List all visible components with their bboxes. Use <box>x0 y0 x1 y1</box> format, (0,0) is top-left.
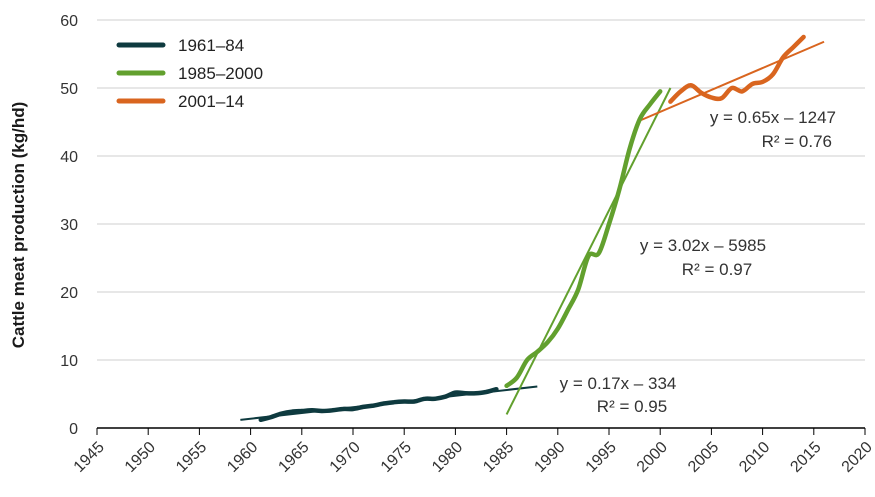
x-tick-label: 2015 <box>787 439 824 476</box>
grid-layer <box>97 19 865 361</box>
x-tick-label: 1945 <box>71 439 108 476</box>
x-tick-label: 2020 <box>839 439 875 476</box>
x-tick-label: 1955 <box>173 439 210 476</box>
y-tick-label: 40 <box>60 149 78 166</box>
x-tick-label: 1960 <box>224 439 261 476</box>
annotation-layer: y = 0.17x – 334 R² = 0.95 y = 3.02x – 5985… <box>560 108 836 416</box>
y-tick-label: 50 <box>60 81 78 98</box>
series-line <box>504 89 663 389</box>
y-axis-label: Cattle meat production (kg/hd) <box>9 102 28 349</box>
x-tick-label: 1965 <box>275 439 312 476</box>
trend-r-squared: R² = 0.76 <box>762 132 832 151</box>
x-tick-label: 2000 <box>634 439 671 476</box>
x-tick-label: 2005 <box>685 439 722 476</box>
series-layer <box>258 34 806 423</box>
x-tick-label: 2010 <box>736 439 773 476</box>
y-tick-label: 0 <box>69 421 78 438</box>
trendline <box>505 87 672 415</box>
trend-equation: y = 3.02x – 5985 <box>640 236 766 255</box>
y-tick-label: 20 <box>60 285 78 302</box>
legend: 1961–84 1985–2000 2001–14 <box>116 36 263 111</box>
x-tick-label: 1950 <box>122 439 159 476</box>
legend-label: 1961–84 <box>178 36 244 55</box>
x-tick-label: 1985 <box>480 439 517 476</box>
trend-equation: y = 0.65x – 1247 <box>710 108 836 127</box>
trend-r-squared: R² = 0.97 <box>682 260 752 279</box>
trend-r-squared: R² = 0.95 <box>597 397 667 416</box>
trend-layer <box>240 40 825 421</box>
series-line <box>668 34 806 104</box>
x-tick-label: 1975 <box>378 439 415 476</box>
y-tick-label: 10 <box>60 353 78 370</box>
legend-label: 1985–2000 <box>178 64 263 83</box>
y-tick-label: 60 <box>60 13 78 30</box>
x-tick-label: 1980 <box>429 439 466 476</box>
x-tick-label: 1995 <box>583 439 620 476</box>
y-tick-label: 30 <box>60 217 78 234</box>
x-tick-label: 1970 <box>327 439 364 476</box>
trendline <box>639 40 825 122</box>
trend-equation: y = 0.17x – 334 <box>560 374 677 393</box>
x-tick-label: 1990 <box>531 439 568 476</box>
series-line <box>258 386 499 423</box>
legend-label: 2001–14 <box>178 92 244 111</box>
